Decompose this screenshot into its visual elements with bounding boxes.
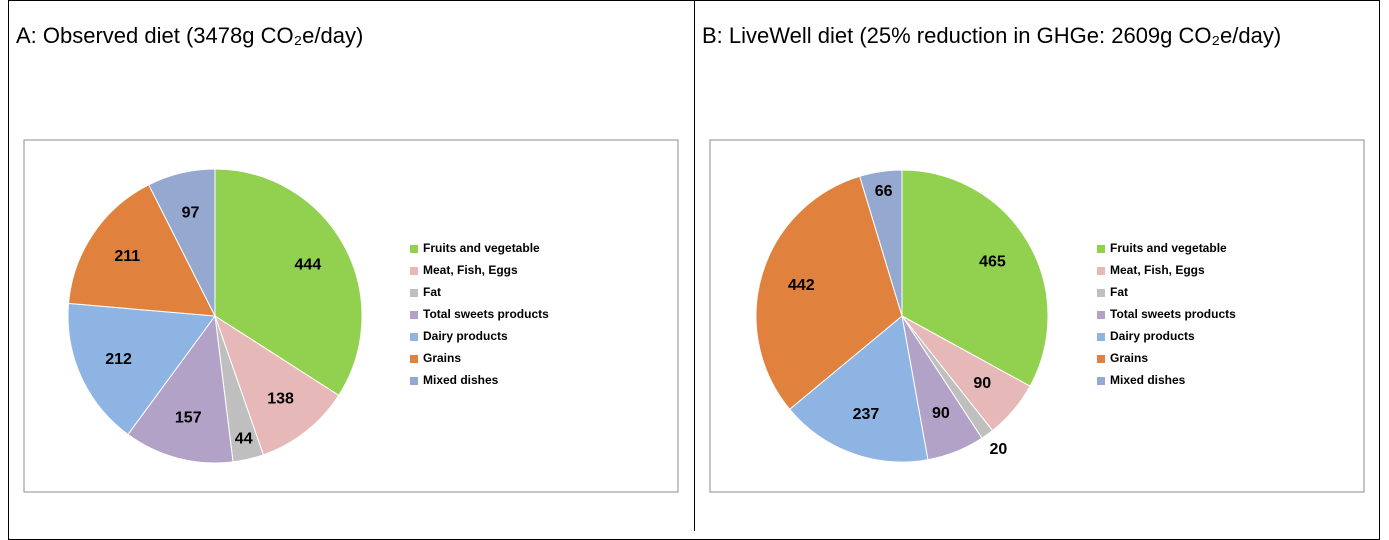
legend-swatch xyxy=(1097,267,1105,275)
legend-label: Grains xyxy=(1110,351,1148,365)
legend-swatch xyxy=(410,245,418,253)
legend-label: Total sweets products xyxy=(1110,307,1236,321)
legend-swatch xyxy=(410,289,418,297)
pie-slice xyxy=(67,184,216,317)
data-label: 211 xyxy=(114,248,140,265)
data-label: 44 xyxy=(235,430,253,447)
legend-swatch xyxy=(410,355,418,363)
legend-label: Grains xyxy=(423,351,461,365)
data-label: 212 xyxy=(105,351,132,368)
legend-swatch xyxy=(410,267,418,275)
legend-swatch xyxy=(1097,311,1105,319)
pie-slice xyxy=(148,168,216,317)
pie-slice xyxy=(755,175,903,410)
legend-swatch xyxy=(1097,355,1105,363)
data-label: 442 xyxy=(788,277,815,294)
pie-slice xyxy=(67,302,216,436)
pie-slice xyxy=(127,314,234,464)
pie-slice xyxy=(214,314,340,456)
data-label: 465 xyxy=(979,254,1006,271)
legend-label: Meat, Fish, Eggs xyxy=(423,263,518,277)
cell-divider xyxy=(694,0,695,531)
pie-slice xyxy=(214,168,363,397)
legend-swatch xyxy=(410,333,418,341)
legend-label: Fat xyxy=(1110,285,1128,299)
chart-title: B: LiveWell diet (25% reduction in GHGe:… xyxy=(702,23,1282,48)
data-label: 138 xyxy=(267,390,294,407)
data-label: 157 xyxy=(175,410,202,427)
legend-label: Fruits and vegetable xyxy=(1110,241,1227,255)
chart-title: A: Observed diet (3478g CO₂e/day) xyxy=(16,23,364,48)
legend-swatch xyxy=(1097,289,1105,297)
data-label: 90 xyxy=(932,405,950,422)
data-label: 97 xyxy=(182,204,200,221)
legend-swatch xyxy=(410,377,418,385)
pie-slice xyxy=(901,169,1049,387)
legend-label: Mixed dishes xyxy=(423,373,499,387)
legend-swatch xyxy=(1097,333,1105,341)
legend-swatch xyxy=(410,311,418,319)
data-label: 66 xyxy=(875,183,893,200)
legend-swatch xyxy=(1097,245,1105,253)
legend-label: Dairy products xyxy=(423,329,508,343)
legend-label: Fruits and vegetable xyxy=(423,241,540,255)
data-label: 237 xyxy=(853,406,880,423)
data-label: 444 xyxy=(295,256,322,273)
legend-swatch xyxy=(1097,377,1105,385)
legend-label: Dairy products xyxy=(1110,329,1195,343)
pie-slice xyxy=(788,315,929,463)
legend-label: Fat xyxy=(423,285,441,299)
legend-label: Mixed dishes xyxy=(1110,373,1186,387)
data-label: 20 xyxy=(989,441,1007,458)
legend-label: Meat, Fish, Eggs xyxy=(1110,263,1205,277)
pie-slice xyxy=(859,169,903,317)
legend-label: Total sweets products xyxy=(423,307,549,321)
data-label: 90 xyxy=(973,375,991,392)
